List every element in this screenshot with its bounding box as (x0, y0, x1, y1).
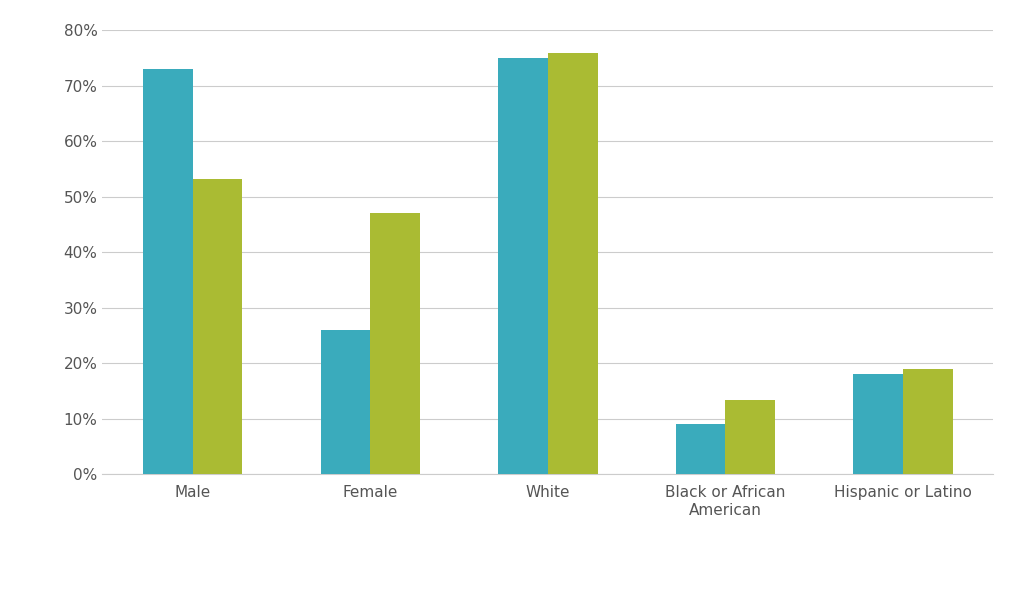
Bar (725, 401, 775, 474)
Bar (193, 179, 243, 474)
Bar (143, 69, 193, 474)
Bar (676, 424, 725, 474)
Bar (321, 330, 371, 474)
Bar (853, 375, 903, 474)
Bar (548, 52, 598, 474)
Legend: Percentage of energy efficiency sector, National workforce average: Percentage of energy efficiency sector, … (247, 606, 849, 608)
Bar (903, 369, 952, 474)
Bar (371, 213, 420, 474)
Bar (498, 58, 548, 474)
